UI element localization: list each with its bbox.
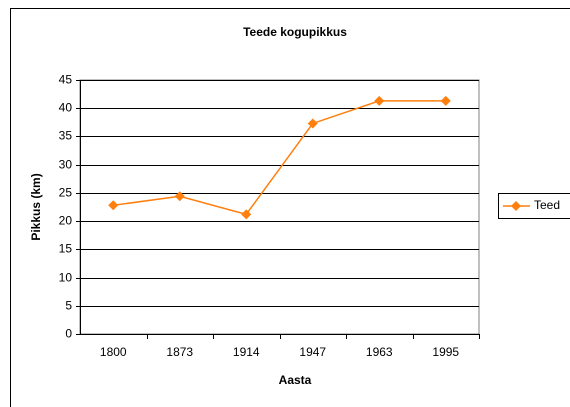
y-tick-label: 5 [65, 299, 72, 313]
legend-marker [511, 201, 521, 211]
y-tick-label: 40 [59, 101, 73, 115]
y-tick-label: 0 [65, 327, 72, 341]
x-tick-label: 1914 [233, 345, 260, 359]
y-tick-label: 25 [59, 186, 73, 200]
y-axis-label: Pikkus (km) [29, 173, 43, 240]
x-tick-label: 1947 [299, 345, 326, 359]
y-tick-label: 45 [59, 73, 73, 87]
x-tick-label: 1873 [166, 345, 193, 359]
data-point [374, 95, 385, 106]
plot-area [79, 79, 480, 335]
data-point [108, 200, 119, 211]
y-tick-label: 35 [59, 129, 73, 143]
x-axis-label: Aasta [279, 373, 312, 387]
x-tick-label: 1995 [432, 345, 459, 359]
y-tick-label: 10 [59, 271, 73, 285]
legend-label: Teed [534, 198, 560, 212]
x-tick-label: 1800 [100, 345, 127, 359]
x-tick-label: 1963 [366, 345, 393, 359]
data-point [174, 191, 185, 202]
y-tick-label: 15 [59, 242, 73, 256]
data-point [241, 209, 252, 220]
series-line [113, 100, 446, 216]
data-point [440, 95, 451, 106]
data-point [307, 118, 318, 129]
y-tick-label: 30 [59, 158, 73, 172]
chart-title: Teede kogupikkus [243, 25, 347, 39]
y-tick-label: 20 [59, 214, 73, 228]
